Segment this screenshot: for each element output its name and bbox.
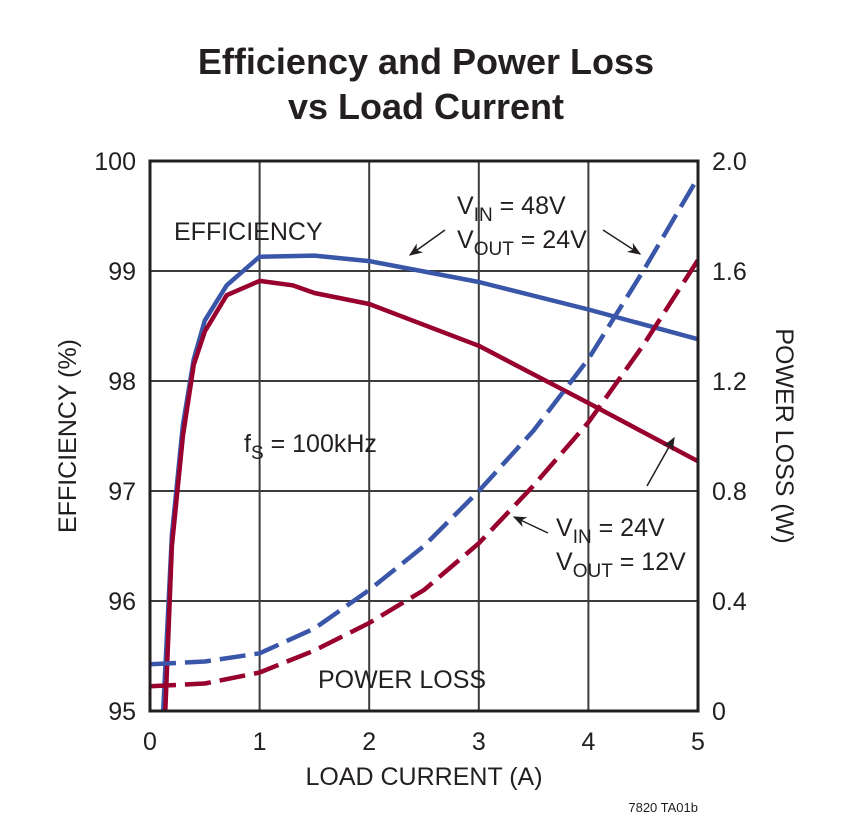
x-tick-label: 5 xyxy=(691,728,705,756)
y-right-tick-label: 0.8 xyxy=(712,478,747,506)
y-right-tick-label: 1.6 xyxy=(712,258,747,286)
y-left-tick-label: 96 xyxy=(108,588,136,616)
arrow-vin48-power-loss xyxy=(602,229,642,255)
y-right-tick-label: 0 xyxy=(712,698,726,726)
y-right-tick-label: 2.0 xyxy=(712,148,747,176)
footnote: 7820 TA01b xyxy=(628,800,698,815)
y-left-tick-label: 99 xyxy=(108,258,136,286)
arrow-vin48-efficiency xyxy=(408,229,446,256)
y-left-tick-label: 100 xyxy=(94,148,136,176)
y-axis-right-label: POWER LOSS (W) xyxy=(770,328,798,543)
x-tick-label: 3 xyxy=(472,728,486,756)
y-left-tick-label: 97 xyxy=(108,478,136,506)
x-tick-label: 1 xyxy=(253,728,267,756)
plot-frame xyxy=(148,159,700,713)
svg-text:VOUT = 12V: VOUT = 12V xyxy=(556,548,686,582)
series-power-loss-vin24 xyxy=(150,258,698,689)
svg-text:VIN = 48V: VIN = 48V xyxy=(457,192,566,226)
series-efficiency-vin48 xyxy=(160,253,698,711)
series-power-loss-vin48 xyxy=(150,176,698,667)
svg-text:VOUT = 24V: VOUT = 24V xyxy=(457,226,587,260)
arrow-vin24-power-loss xyxy=(512,516,549,534)
series-lines xyxy=(150,176,698,711)
arrow-vin24-efficiency xyxy=(646,436,675,487)
x-axis-label: LOAD CURRENT (A) xyxy=(305,763,542,791)
x-tick-label: 2 xyxy=(362,728,376,756)
y-right-tick-label: 0.4 xyxy=(712,588,747,616)
grid xyxy=(150,161,698,711)
y-left-tick-label: 98 xyxy=(108,368,136,396)
x-tick-label: 0 xyxy=(143,728,157,756)
annotation-efficiency: EFFICIENCY xyxy=(174,218,323,246)
x-tick-label: 4 xyxy=(581,728,595,756)
chart-title-line-1: Efficiency and Power Loss xyxy=(198,41,654,82)
y-right-tick-label: 1.2 xyxy=(712,368,747,396)
y-axis-left-label: EFFICIENCY (%) xyxy=(54,339,82,533)
annotation-vin48: VIN = 48V VOUT = 24V xyxy=(408,192,642,260)
chart-title-line-2: vs Load Current xyxy=(288,86,564,127)
annotation-power-loss: POWER LOSS xyxy=(318,666,486,694)
series-efficiency-vin24 xyxy=(163,278,698,711)
annotation-vin24: VIN = 24V VOUT = 12V xyxy=(512,436,686,582)
y-left-tick-label: 95 xyxy=(108,698,136,726)
annotation-switching-frequency: fS = 100kHz xyxy=(244,430,377,464)
svg-text:VIN = 24V: VIN = 24V xyxy=(556,514,665,548)
